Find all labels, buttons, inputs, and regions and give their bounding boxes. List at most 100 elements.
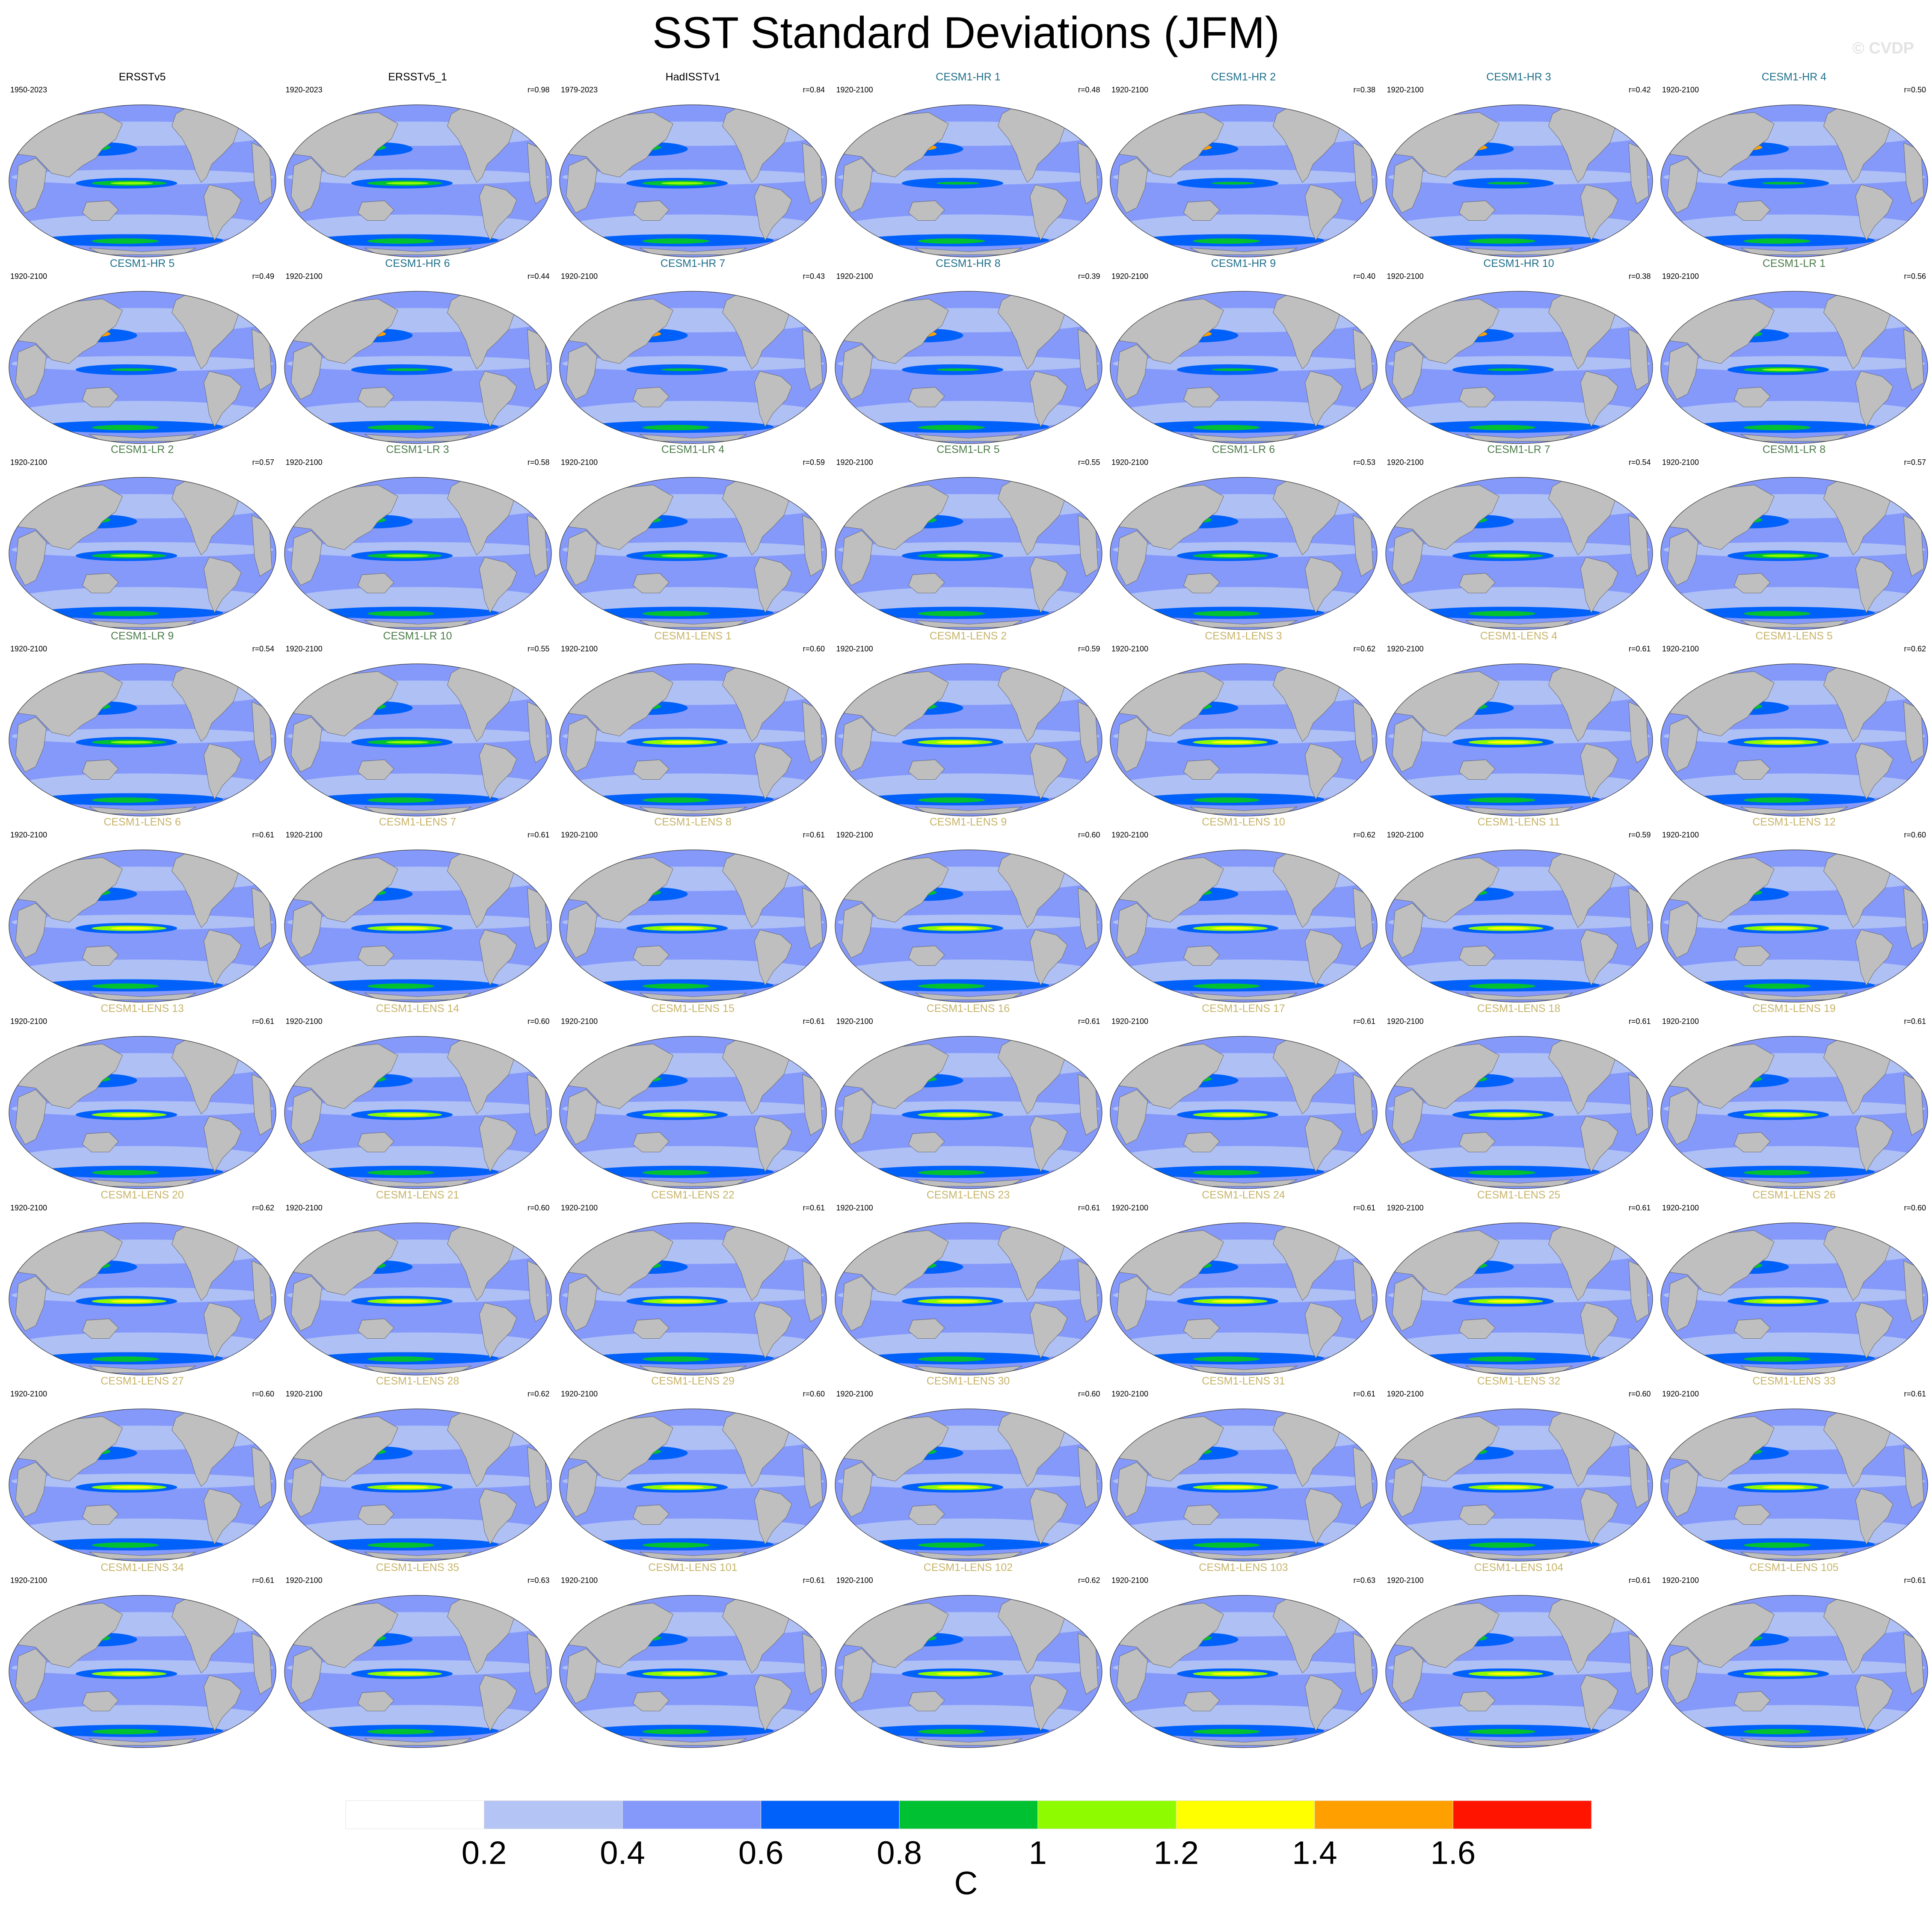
panel-period: 1920-2100 (1111, 458, 1149, 467)
contour-shade (1193, 238, 1260, 244)
map-outline (1385, 663, 1653, 816)
land-africa (566, 344, 597, 399)
map-outline (9, 290, 276, 444)
contour-shade (1113, 587, 1375, 615)
land-s-america (204, 929, 242, 986)
land-africa (1392, 344, 1423, 399)
land-africa (566, 1462, 597, 1517)
land-australia (1183, 1505, 1220, 1525)
map-outline (1660, 1222, 1928, 1376)
panel-pattern-correlation: r=0.61 (1904, 1390, 1926, 1399)
map-panel: CESM1-LENS 10 1920-2100 r=0.62 (1105, 816, 1381, 1003)
sst-stddev-map (1385, 477, 1653, 630)
sst-stddev-map (559, 849, 827, 1003)
land-africa (15, 530, 47, 586)
panel-period: 1920-2100 (1111, 1017, 1149, 1026)
land-n-america (1548, 481, 1615, 556)
contour-shade (1487, 1113, 1530, 1116)
map-panel: CESM1-HR 3 1920-2100 r=0.42 (1381, 71, 1657, 257)
land-africa (1667, 1089, 1698, 1145)
contour-shade (1212, 554, 1254, 557)
sst-stddev-map (559, 477, 827, 630)
map-outline (834, 663, 1102, 816)
contour-shade (1113, 1146, 1375, 1174)
panel-period: 1920-2100 (561, 1576, 598, 1585)
land-s-america (204, 371, 242, 427)
map-outline (1385, 290, 1653, 444)
map-outline (1385, 1222, 1653, 1376)
land-s-america (1580, 1302, 1618, 1359)
land-s-america (1029, 1488, 1067, 1545)
panel-pattern-correlation: r=0.57 (252, 458, 274, 467)
sst-stddev-map (834, 1408, 1102, 1562)
map-outline (1660, 1036, 1928, 1189)
land-africa (1117, 1275, 1148, 1331)
contour-shade (1468, 611, 1535, 617)
land-s-america (1855, 184, 1893, 241)
contour-shade (287, 1518, 549, 1546)
panel-pattern-correlation: r=0.61 (1353, 1203, 1375, 1212)
map-panel: CESM1-LENS 22 1920-2100 r=0.61 (555, 1189, 831, 1376)
map-panel: CESM1-LENS 11 1920-2100 r=0.59 (1381, 816, 1657, 1003)
map-panel: CESM1-LR 4 1920-2100 r=0.59 (555, 444, 831, 630)
contour-shade (1468, 797, 1535, 803)
map-outline (559, 1408, 827, 1562)
map-outline (834, 104, 1102, 257)
contour-shade (837, 587, 1099, 615)
sst-stddev-map (9, 1408, 276, 1562)
sst-stddev-map (9, 1222, 276, 1376)
contour-shade (1388, 214, 1650, 242)
sst-stddev-map (9, 663, 276, 816)
contour-shade (1468, 983, 1535, 989)
land-s-america (1580, 371, 1618, 427)
panel-pattern-correlation: r=0.62 (1078, 1576, 1100, 1585)
contour-shade (1388, 400, 1650, 428)
land-australia (908, 1318, 945, 1339)
panel-pattern-correlation: r=0.53 (1353, 458, 1375, 467)
map-panel: CESM1-LENS 104 1920-2100 r=0.61 (1381, 1562, 1657, 1748)
contour-shade (1744, 424, 1811, 430)
panel-pattern-correlation: r=0.61 (252, 1017, 274, 1026)
contour-shade (1762, 1672, 1805, 1675)
contour-shade (1388, 1705, 1650, 1733)
contour-shade (385, 927, 429, 930)
panel-pattern-correlation: r=0.61 (1904, 1017, 1926, 1026)
land-n-america (1273, 1599, 1340, 1674)
land-africa (1117, 903, 1148, 958)
land-australia (1458, 759, 1495, 780)
land-n-america (1823, 1226, 1891, 1301)
land-africa (290, 1089, 322, 1145)
land-africa (1392, 530, 1423, 586)
land-n-america (172, 1226, 239, 1301)
panel-period: 1920-2100 (1111, 86, 1149, 94)
panel-period: 1920-2100 (836, 831, 873, 840)
panel-period: 1920-2100 (1387, 458, 1424, 467)
land-africa (566, 1648, 597, 1704)
panel-period: 1920-2100 (1387, 272, 1424, 281)
panel-title: CESM1-LENS 26 (1752, 1189, 1836, 1201)
sst-stddev-map (1660, 104, 1928, 257)
contour-shade (1663, 773, 1925, 801)
panel-period: 1920-2100 (1662, 1203, 1699, 1212)
land-s-america (1305, 371, 1343, 427)
map-outline (559, 104, 827, 257)
panel-period: 1920-2100 (1387, 1390, 1424, 1399)
map-outline (559, 1222, 827, 1376)
contour-shade (918, 1729, 985, 1734)
panel-period: 1920-2100 (1662, 1390, 1699, 1399)
land-n-america (172, 853, 239, 928)
contour-shade (918, 1170, 985, 1175)
panel-title: CESM1-LENS 32 (1477, 1375, 1561, 1387)
land-australia (82, 573, 119, 594)
panel-period: 1920-2100 (10, 1203, 47, 1212)
land-australia (633, 573, 670, 594)
contour-shade (1744, 1170, 1811, 1175)
panel-period: 1920-2100 (10, 1576, 47, 1585)
map-panel: CESM1-LENS 105 1920-2100 r=0.61 (1656, 1562, 1932, 1748)
contour-shade (1468, 1356, 1535, 1362)
panel-period: 1920-2100 (285, 644, 323, 653)
land-s-america (1305, 184, 1343, 241)
contour-shade (661, 1672, 704, 1675)
contour-shade (287, 1146, 549, 1174)
sst-stddev-map (1110, 1036, 1378, 1189)
